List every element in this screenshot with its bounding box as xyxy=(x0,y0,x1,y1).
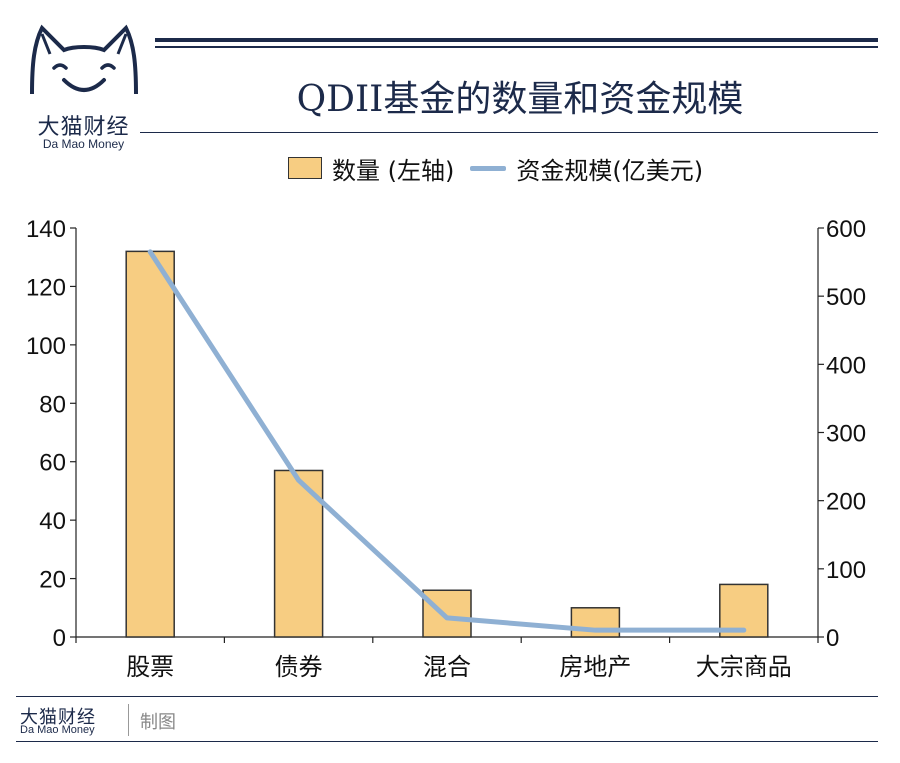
logo: 大猫财经 Da Mao Money xyxy=(16,24,151,154)
x-category-label: 股票 xyxy=(126,653,174,681)
left-tick-label: 80 xyxy=(39,391,66,418)
header-rule-thin xyxy=(155,46,878,48)
footer-separator xyxy=(128,704,129,736)
combo-chart: 0 20 40 60 80 100 120 140 0 100 200 300 400 500 600 股票 债… xyxy=(26,216,866,681)
footer-rule-top xyxy=(16,696,878,697)
right-tick-label: 500 xyxy=(826,284,866,311)
cat-logo-icon xyxy=(30,24,138,95)
footer-rule-bottom xyxy=(16,741,878,742)
footer-brand-cn: 大猫财经 xyxy=(20,707,96,728)
title-underline xyxy=(140,132,878,133)
right-tick-label: 400 xyxy=(826,352,866,379)
x-category-label: 房地产 xyxy=(559,653,631,681)
right-tick-label: 0 xyxy=(826,625,839,652)
logo-name-cn: 大猫财经 xyxy=(37,115,130,140)
left-tick-label: 20 xyxy=(39,567,66,594)
x-category-label: 大宗商品 xyxy=(696,653,792,681)
left-tick-label: 0 xyxy=(53,625,66,652)
x-category-label: 债券 xyxy=(275,653,323,681)
left-tick-label: 140 xyxy=(26,216,66,243)
footer-brand-en: Da Mao Money xyxy=(20,724,95,736)
legend-bar-label: 数量 (左轴) xyxy=(332,156,455,185)
line-series-capital xyxy=(147,249,747,633)
chart-title: QDII基金的数量和资金规模 xyxy=(296,79,744,120)
header-rule-thick xyxy=(155,38,878,42)
left-tick-label: 40 xyxy=(39,508,66,535)
legend-line-label: 资金规模(亿美元) xyxy=(516,156,704,185)
right-tick-label: 300 xyxy=(826,421,866,448)
legend-line-swatch xyxy=(470,165,507,171)
chart-legend: 数量 (左轴) 资金规模(亿美元) xyxy=(288,151,703,185)
logo-name-en: Da Mao Money xyxy=(42,137,125,151)
right-tick-label: 100 xyxy=(826,557,866,584)
footer-credit: 制图 xyxy=(140,712,176,733)
right-tick-label: 200 xyxy=(826,489,866,516)
left-tick-label: 100 xyxy=(26,333,66,360)
right-tick-label: 600 xyxy=(826,216,866,243)
left-tick-label: 120 xyxy=(26,274,66,301)
left-tick-label: 60 xyxy=(39,450,66,477)
legend-bar-swatch xyxy=(288,157,322,179)
bar-混合 xyxy=(422,589,472,638)
x-category-label: 混合 xyxy=(423,653,471,681)
bar-股票 xyxy=(125,250,175,638)
